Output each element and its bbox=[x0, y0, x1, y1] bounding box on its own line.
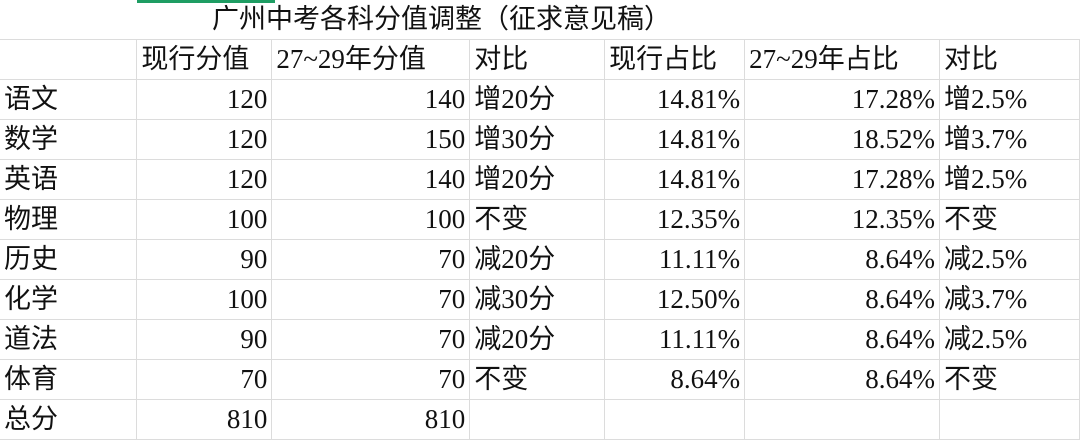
data-cell[interactable]: 8.64% bbox=[744, 279, 941, 320]
data-cell[interactable]: 70 bbox=[271, 239, 471, 280]
data-cell[interactable]: 18.52% bbox=[744, 119, 941, 160]
data-cell[interactable]: 不变 bbox=[939, 359, 1080, 400]
data-cell[interactable]: 14.81% bbox=[604, 159, 746, 200]
header-cell[interactable]: 对比 bbox=[939, 39, 1080, 80]
subject-cell[interactable]: 总分 bbox=[0, 399, 138, 440]
data-cell[interactable]: 100 bbox=[136, 199, 273, 240]
data-cell[interactable]: 70 bbox=[271, 319, 471, 360]
table-row: 体育 70 70 不变 8.64% 8.64% 不变 bbox=[0, 359, 1080, 400]
sheet-title[interactable]: 广州中考各科分值调整（征求意见稿） bbox=[0, 0, 1080, 40]
data-cell[interactable]: 减2.5% bbox=[939, 239, 1080, 280]
data-cell[interactable]: 120 bbox=[136, 79, 273, 120]
data-cell[interactable]: 810 bbox=[271, 399, 471, 440]
subject-cell[interactable]: 历史 bbox=[0, 239, 138, 280]
data-cell[interactable]: 12.35% bbox=[604, 199, 746, 240]
data-cell[interactable] bbox=[744, 399, 941, 440]
data-cell[interactable]: 增20分 bbox=[469, 159, 606, 200]
data-cell[interactable]: 8.64% bbox=[604, 359, 746, 400]
data-cell[interactable] bbox=[604, 399, 746, 440]
subject-cell[interactable]: 数学 bbox=[0, 119, 138, 160]
subject-cell[interactable]: 化学 bbox=[0, 279, 138, 320]
data-cell[interactable]: 不变 bbox=[469, 199, 606, 240]
data-cell[interactable]: 70 bbox=[136, 359, 273, 400]
data-cell[interactable] bbox=[939, 399, 1080, 440]
subject-cell[interactable]: 语文 bbox=[0, 79, 138, 120]
data-cell[interactable]: 增30分 bbox=[469, 119, 606, 160]
table-row: 英语 120 140 增20分 14.81% 17.28% 增2.5% bbox=[0, 159, 1080, 200]
table-row: 总分 810 810 bbox=[0, 399, 1080, 440]
table-row: 历史 90 70 减20分 11.11% 8.64% 减2.5% bbox=[0, 239, 1080, 280]
table-row: 化学 100 70 减30分 12.50% 8.64% 减3.7% bbox=[0, 279, 1080, 320]
data-cell[interactable]: 90 bbox=[136, 319, 273, 360]
table-row: 物理 100 100 不变 12.35% 12.35% 不变 bbox=[0, 199, 1080, 240]
data-cell[interactable]: 不变 bbox=[469, 359, 606, 400]
data-cell[interactable]: 17.28% bbox=[744, 159, 941, 200]
data-cell[interactable]: 14.81% bbox=[604, 79, 746, 120]
header-cell[interactable]: 27~29年占比 bbox=[744, 39, 941, 80]
data-cell[interactable]: 150 bbox=[271, 119, 471, 160]
data-cell[interactable]: 140 bbox=[271, 159, 471, 200]
data-cell[interactable]: 14.81% bbox=[604, 119, 746, 160]
data-cell[interactable]: 140 bbox=[271, 79, 471, 120]
header-cell[interactable]: 对比 bbox=[469, 39, 606, 80]
data-cell[interactable]: 8.64% bbox=[744, 239, 941, 280]
data-cell[interactable]: 增20分 bbox=[469, 79, 606, 120]
data-cell[interactable]: 11.11% bbox=[604, 239, 746, 280]
data-cell[interactable]: 不变 bbox=[939, 199, 1080, 240]
data-cell[interactable]: 8.64% bbox=[744, 319, 941, 360]
data-cell[interactable]: 11.11% bbox=[604, 319, 746, 360]
subject-cell[interactable]: 物理 bbox=[0, 199, 138, 240]
header-row: 现行分值 27~29年分值 对比 现行占比 27~29年占比 对比 bbox=[0, 39, 1080, 80]
data-cell[interactable]: 增2.5% bbox=[939, 159, 1080, 200]
data-cell[interactable]: 90 bbox=[136, 239, 273, 280]
data-cell[interactable]: 70 bbox=[271, 279, 471, 320]
subject-cell[interactable]: 道法 bbox=[0, 319, 138, 360]
data-cell[interactable]: 100 bbox=[136, 279, 273, 320]
subject-cell[interactable]: 英语 bbox=[0, 159, 138, 200]
data-cell[interactable]: 12.35% bbox=[744, 199, 941, 240]
data-cell[interactable]: 减3.7% bbox=[939, 279, 1080, 320]
data-cell[interactable]: 增3.7% bbox=[939, 119, 1080, 160]
data-cell[interactable]: 120 bbox=[136, 159, 273, 200]
data-cell[interactable] bbox=[469, 399, 606, 440]
data-cell[interactable]: 减20分 bbox=[469, 319, 606, 360]
data-cell[interactable]: 100 bbox=[271, 199, 471, 240]
data-cell[interactable]: 70 bbox=[271, 359, 471, 400]
subject-cell[interactable]: 体育 bbox=[0, 359, 138, 400]
header-cell[interactable]: 现行分值 bbox=[136, 39, 273, 80]
data-cell[interactable]: 减2.5% bbox=[939, 319, 1080, 360]
data-cell[interactable]: 减30分 bbox=[469, 279, 606, 320]
table-row: 道法 90 70 减20分 11.11% 8.64% 减2.5% bbox=[0, 319, 1080, 360]
data-cell[interactable]: 17.28% bbox=[744, 79, 941, 120]
data-cell[interactable]: 减20分 bbox=[469, 239, 606, 280]
data-cell[interactable]: 8.64% bbox=[744, 359, 941, 400]
header-cell[interactable]: 现行占比 bbox=[604, 39, 746, 80]
data-cell[interactable]: 120 bbox=[136, 119, 273, 160]
header-cell[interactable]: 27~29年分值 bbox=[271, 39, 471, 80]
table-row: 数学 120 150 增30分 14.81% 18.52% 增3.7% bbox=[0, 119, 1080, 160]
header-cell[interactable] bbox=[0, 39, 138, 80]
table-row: 语文 120 140 增20分 14.81% 17.28% 增2.5% bbox=[0, 79, 1080, 120]
data-cell[interactable]: 12.50% bbox=[604, 279, 746, 320]
data-cell[interactable]: 增2.5% bbox=[939, 79, 1080, 120]
data-cell[interactable]: 810 bbox=[136, 399, 273, 440]
